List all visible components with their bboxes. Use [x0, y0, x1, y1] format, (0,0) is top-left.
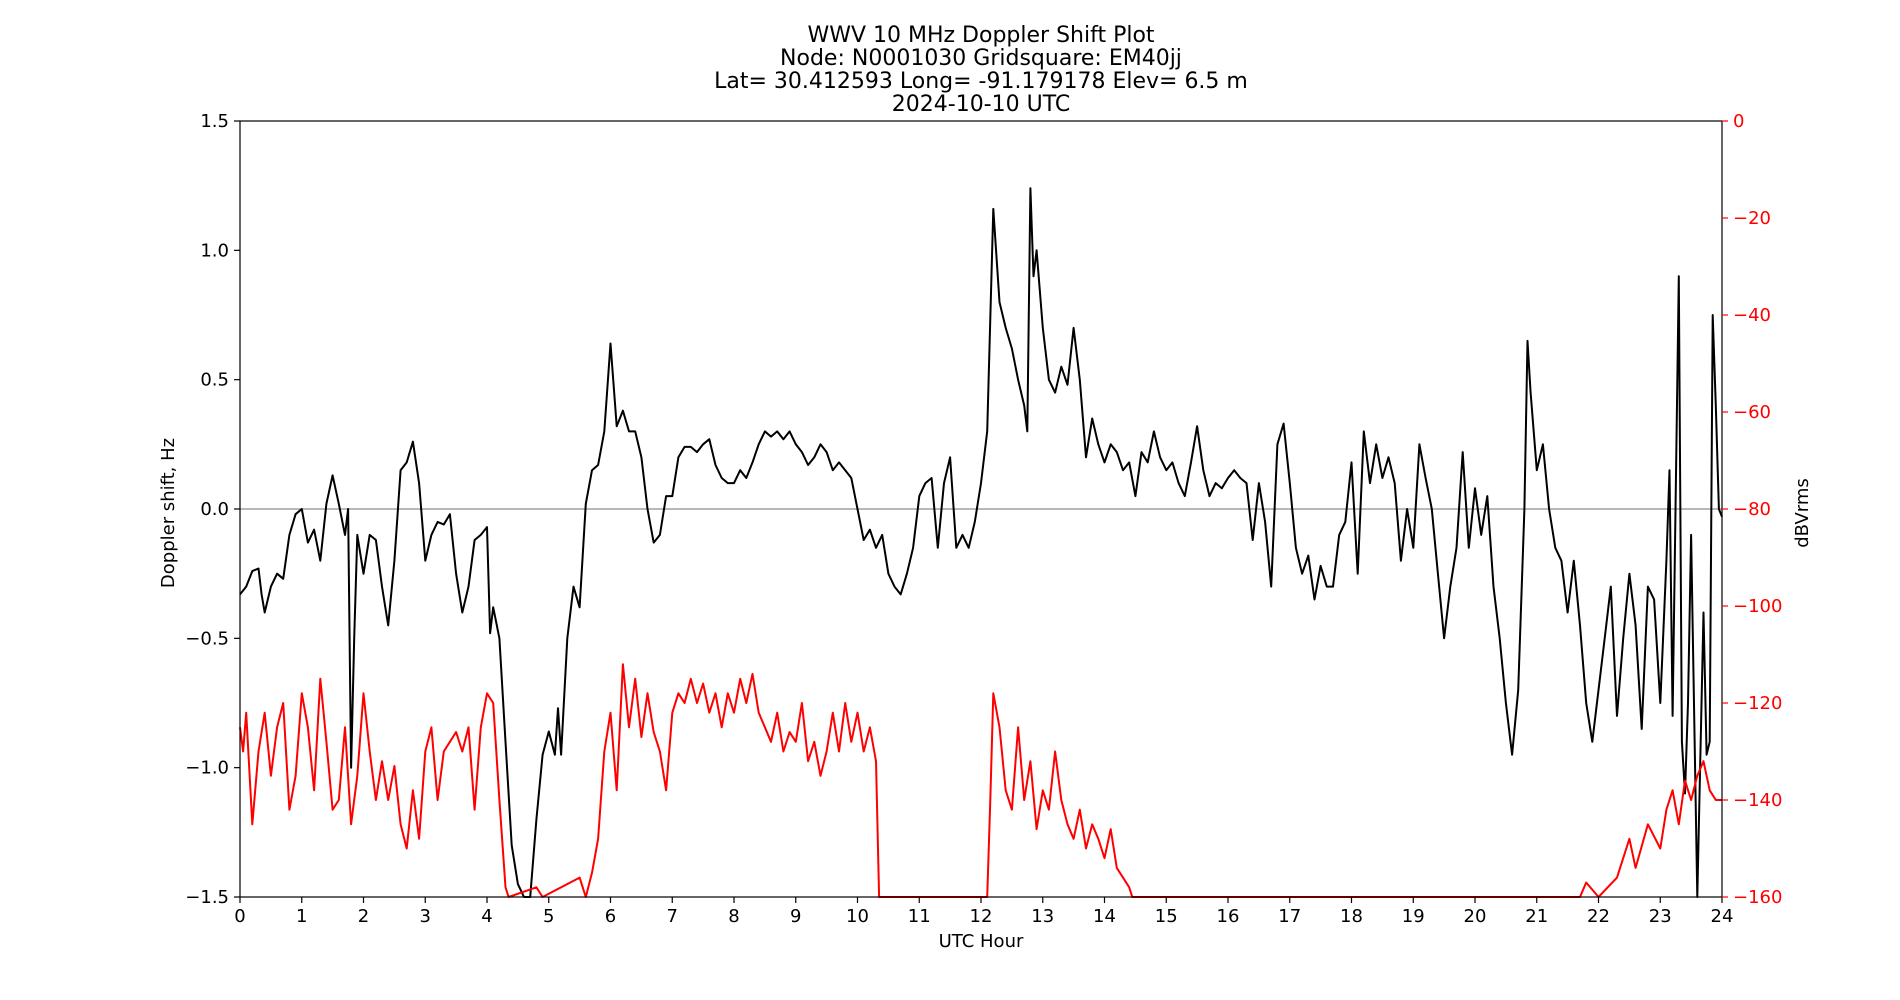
y-right-tick-label: −20	[1733, 208, 1771, 229]
x-tick-label: 4	[481, 906, 492, 927]
title-line-1: WWV 10 MHz Doppler Shift Plot	[807, 23, 1154, 48]
x-tick-label: 11	[908, 906, 931, 927]
y-left-tick-label: −0.5	[185, 628, 229, 649]
x-tick-label: 12	[970, 906, 993, 927]
y-left-tick-label: 0.0	[200, 499, 229, 520]
x-tick-label: 7	[667, 906, 678, 927]
y-right-tick-label: −140	[1733, 790, 1782, 811]
y-right-tick-label: 0	[1733, 111, 1744, 132]
doppler-series-line	[239, 187, 1723, 898]
x-tick-label: 5	[543, 906, 554, 927]
x-tick-label: 6	[605, 906, 616, 927]
y-axis-right-label: dBVrms	[1792, 478, 1813, 548]
x-tick-label: 23	[1649, 906, 1672, 927]
power-series-line	[239, 663, 1722, 898]
y-axis-left-label: Doppler shift, Hz	[158, 438, 179, 588]
y-right-tick-label: −120	[1733, 693, 1782, 714]
title-line-2: Node: N0001030 Gridsquare: EM40jj	[780, 46, 1182, 71]
x-tick-label: 0	[234, 906, 245, 927]
y-left-tick-label: −1.0	[185, 758, 229, 779]
x-tick-label: 13	[1031, 906, 1054, 927]
y-right-tick-label: −80	[1733, 499, 1771, 520]
y-left-tick-label: 0.5	[200, 370, 229, 391]
x-tick-label: 21	[1525, 906, 1548, 927]
title-line-3: Lat= 30.412593 Long= -91.179178 Elev= 6.…	[714, 69, 1248, 94]
x-tick-label: 8	[728, 906, 739, 927]
x-tick-label: 18	[1340, 906, 1363, 927]
x-tick-label: 2	[358, 906, 369, 927]
x-tick-label: 16	[1217, 906, 1240, 927]
y-left-tick-label: 1.0	[200, 240, 229, 261]
plot-area: 0 1 2 3 4 5 6 7 8 9 10 11 12 13 14 15 16 17 18 19 20 21 22 23 24…	[185, 111, 1782, 927]
y-right-tick-label: −60	[1733, 402, 1771, 423]
chart-title: WWV 10 MHz Doppler Shift Plot Node: N000…	[714, 23, 1248, 117]
x-tick-label: 9	[790, 906, 801, 927]
x-axis-label: UTC Hour	[939, 931, 1024, 952]
title-line-4: 2024-10-10 UTC	[892, 92, 1070, 117]
x-tick-label: 17	[1278, 906, 1301, 927]
x-tick-label: 15	[1155, 906, 1178, 927]
x-tick-label: 24	[1711, 906, 1734, 927]
x-tick-label: 10	[846, 906, 869, 927]
y-right-tick-label: −100	[1733, 596, 1782, 617]
x-tick-label: 3	[420, 906, 431, 927]
y-left-tick-label: 1.5	[200, 111, 229, 132]
x-tick-label: 19	[1402, 906, 1425, 927]
x-tick-label: 1	[296, 906, 307, 927]
x-tick-label: 22	[1587, 906, 1610, 927]
x-tick-label: 20	[1464, 906, 1487, 927]
y-right-tick-label: −160	[1733, 887, 1782, 908]
x-tick-label: 14	[1093, 906, 1116, 927]
y-right-tick-label: −40	[1733, 305, 1771, 326]
y-left-tick-label: −1.5	[185, 887, 229, 908]
